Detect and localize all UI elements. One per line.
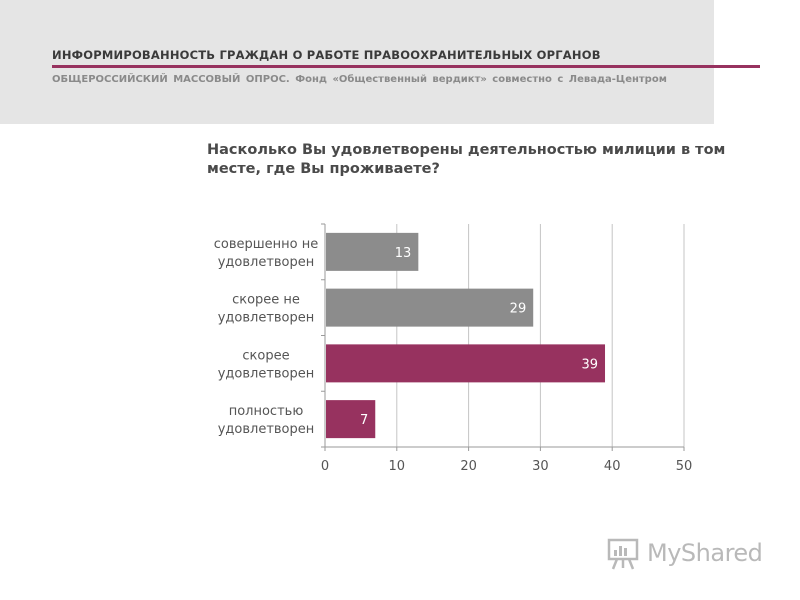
category-label: удовлетворен xyxy=(218,311,315,326)
header-panel xyxy=(0,0,714,124)
category-label: скорее не xyxy=(232,293,300,308)
data-label: 13 xyxy=(395,246,412,261)
data-label: 29 xyxy=(510,302,527,317)
myshared-logo: MyShared xyxy=(607,537,767,571)
bar-4 xyxy=(326,400,376,439)
x-tick-label: 0 xyxy=(321,459,329,474)
category-label: совершенно не xyxy=(214,237,319,252)
header-divider xyxy=(52,65,760,68)
bar-2 xyxy=(326,288,534,327)
chart-question: Насколько Вы удовлетворены деятельностью… xyxy=(207,142,726,177)
data-label: 7 xyxy=(360,413,368,428)
bar-1 xyxy=(326,232,419,271)
bar-3 xyxy=(326,344,606,383)
x-tick-label: 30 xyxy=(532,459,549,474)
category-label: удовлетворен xyxy=(218,366,315,381)
category-label: полностью xyxy=(229,404,304,419)
category-label: удовлетворен xyxy=(218,422,315,437)
category-label: удовлетворен xyxy=(218,255,315,270)
x-tick-label: 10 xyxy=(389,459,406,474)
category-label: скорее xyxy=(242,348,289,363)
header-title: ИНФОРМИРОВАННОСТЬ ГРАЖДАН О РАБОТЕ ПРАВО… xyxy=(52,48,601,62)
logo-text: MyShared xyxy=(647,539,763,567)
data-label: 39 xyxy=(581,357,598,372)
presentation-board-icon xyxy=(607,538,639,570)
x-tick-label: 40 xyxy=(604,459,621,474)
header-subtitle: ОБЩЕРОССИЙСКИЙ МАССОВЫЙ ОПРОС. Фонд «Общ… xyxy=(52,74,667,85)
x-tick-label: 50 xyxy=(676,459,693,474)
x-tick-label: 20 xyxy=(460,459,477,474)
